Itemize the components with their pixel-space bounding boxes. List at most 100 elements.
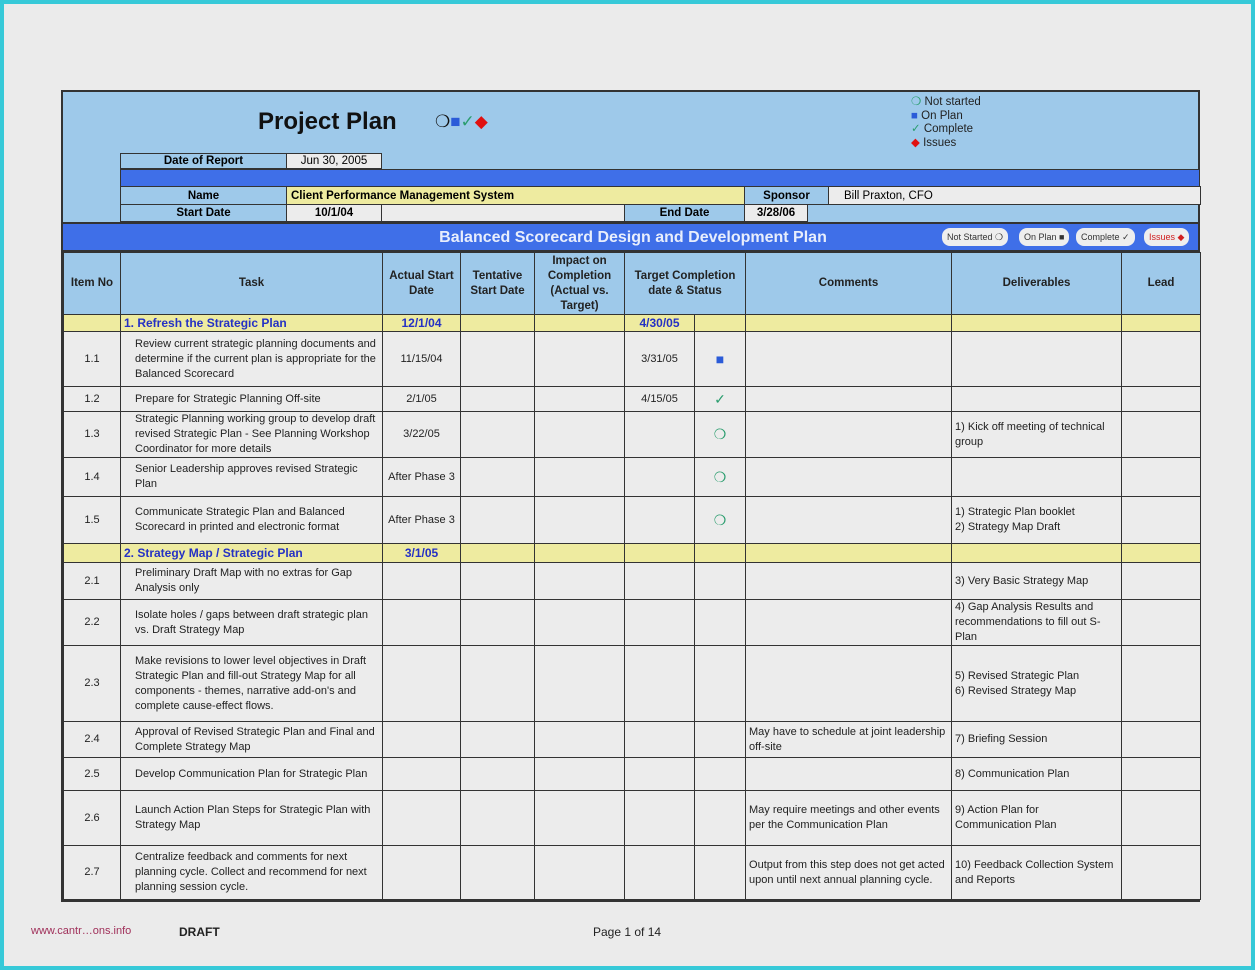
- task[interactable]: Prepare for Strategic Planning Off-site: [120, 386, 383, 412]
- target-date[interactable]: [624, 599, 695, 646]
- lead[interactable]: [1121, 599, 1202, 646]
- lead[interactable]: [1121, 845, 1202, 900]
- comments[interactable]: [745, 411, 953, 458]
- status[interactable]: ■: [693, 331, 747, 387]
- deliverables[interactable]: [951, 386, 1123, 412]
- tentative-start[interactable]: [460, 845, 535, 900]
- lead[interactable]: [1121, 386, 1202, 412]
- tentative-start[interactable]: [460, 496, 535, 544]
- impact[interactable]: [534, 845, 625, 900]
- comments[interactable]: May require meetings and other events pe…: [745, 790, 953, 846]
- deliverables[interactable]: 9) Action Plan for Communication Plan: [951, 790, 1123, 846]
- lead[interactable]: [1121, 721, 1202, 758]
- impact[interactable]: [534, 645, 625, 722]
- lead[interactable]: [1121, 562, 1202, 600]
- lead[interactable]: [1121, 411, 1202, 458]
- impact[interactable]: [534, 411, 625, 458]
- impact[interactable]: [534, 331, 625, 387]
- lead[interactable]: [1121, 757, 1202, 791]
- deliverables[interactable]: 5) Revised Strategic Plan 6) Revised Str…: [951, 645, 1123, 722]
- task[interactable]: Launch Action Plan Steps for Strategic P…: [120, 790, 383, 846]
- comments[interactable]: [745, 496, 953, 544]
- status[interactable]: [693, 599, 747, 646]
- target-date[interactable]: 4/30/05: [624, 314, 695, 332]
- impact[interactable]: [534, 496, 625, 544]
- task[interactable]: Centralize feedback and comments for nex…: [120, 845, 383, 900]
- status[interactable]: [693, 562, 747, 600]
- target-date[interactable]: [624, 411, 695, 458]
- actual-start[interactable]: 2/1/05: [382, 386, 461, 412]
- target-date[interactable]: [624, 543, 695, 563]
- deliverables[interactable]: 3) Very Basic Strategy Map: [951, 562, 1123, 600]
- actual-start[interactable]: [382, 757, 461, 791]
- comments[interactable]: [745, 386, 953, 412]
- comments[interactable]: [745, 645, 953, 722]
- lead[interactable]: [1121, 331, 1202, 387]
- status[interactable]: ❍: [693, 411, 747, 458]
- tentative-start[interactable]: [460, 457, 535, 497]
- status[interactable]: ✓: [693, 386, 747, 412]
- status[interactable]: [693, 845, 747, 900]
- lead[interactable]: [1121, 645, 1202, 722]
- deliverables[interactable]: 10) Feedback Collection System and Repor…: [951, 845, 1123, 900]
- task[interactable]: Senior Leadership approves revised Strat…: [120, 457, 383, 497]
- task[interactable]: Approval of Revised Strategic Plan and F…: [120, 721, 383, 758]
- status[interactable]: [693, 645, 747, 722]
- impact[interactable]: [534, 599, 625, 646]
- impact[interactable]: [534, 790, 625, 846]
- target-date[interactable]: [624, 757, 695, 791]
- comments[interactable]: [745, 331, 953, 387]
- target-date[interactable]: [624, 562, 695, 600]
- impact[interactable]: [534, 562, 625, 600]
- deliverables[interactable]: [951, 331, 1123, 387]
- target-date[interactable]: [624, 457, 695, 497]
- deliverables[interactable]: 1) Strategic Plan booklet 2) Strategy Ma…: [951, 496, 1123, 544]
- comments[interactable]: [745, 599, 953, 646]
- actual-start[interactable]: 3/22/05: [382, 411, 461, 458]
- task[interactable]: Preliminary Draft Map with no extras for…: [120, 562, 383, 600]
- tentative-start[interactable]: [460, 562, 535, 600]
- sponsor-value[interactable]: Bill Praxton, CFO: [828, 186, 1201, 205]
- name-value[interactable]: Client Performance Management System: [286, 186, 745, 205]
- comments[interactable]: [745, 757, 953, 791]
- comments[interactable]: [745, 457, 953, 497]
- target-date[interactable]: 4/15/05: [624, 386, 695, 412]
- tentative-start[interactable]: [460, 411, 535, 458]
- actual-start[interactable]: After Phase 3: [382, 496, 461, 544]
- comments[interactable]: May have to schedule at joint leadership…: [745, 721, 953, 758]
- status[interactable]: ❍: [693, 496, 747, 544]
- actual-start[interactable]: [382, 790, 461, 846]
- tentative-start[interactable]: [460, 721, 535, 758]
- target-date[interactable]: [624, 645, 695, 722]
- actual-start[interactable]: [382, 645, 461, 722]
- deliverables[interactable]: 4) Gap Analysis Results and recommendati…: [951, 599, 1123, 646]
- lead[interactable]: [1121, 790, 1202, 846]
- deliverables[interactable]: 8) Communication Plan: [951, 757, 1123, 791]
- actual-start[interactable]: 12/1/04: [382, 314, 461, 332]
- target-date[interactable]: [624, 721, 695, 758]
- tentative-start[interactable]: [460, 645, 535, 722]
- lead[interactable]: [1121, 457, 1202, 497]
- tentative-start[interactable]: [460, 599, 535, 646]
- impact[interactable]: [534, 757, 625, 791]
- target-date[interactable]: [624, 496, 695, 544]
- status[interactable]: [693, 790, 747, 846]
- actual-start[interactable]: [382, 845, 461, 900]
- impact[interactable]: [534, 457, 625, 497]
- status[interactable]: [693, 757, 747, 791]
- actual-start[interactable]: 3/1/05: [382, 543, 461, 563]
- impact[interactable]: [534, 721, 625, 758]
- end-date-value[interactable]: 3/28/06: [744, 204, 808, 222]
- task[interactable]: Strategic Planning working group to deve…: [120, 411, 383, 458]
- lead[interactable]: [1121, 496, 1202, 544]
- deliverables[interactable]: 1) Kick off meeting of technical group: [951, 411, 1123, 458]
- target-date[interactable]: 3/31/05: [624, 331, 695, 387]
- tentative-start[interactable]: [460, 790, 535, 846]
- tentative-start[interactable]: [460, 757, 535, 791]
- task[interactable]: Make revisions to lower level objectives…: [120, 645, 383, 722]
- start-date-value[interactable]: 10/1/04: [286, 204, 382, 222]
- actual-start[interactable]: [382, 599, 461, 646]
- deliverables[interactable]: 7) Briefing Session: [951, 721, 1123, 758]
- deliverables[interactable]: [951, 457, 1123, 497]
- actual-start[interactable]: After Phase 3: [382, 457, 461, 497]
